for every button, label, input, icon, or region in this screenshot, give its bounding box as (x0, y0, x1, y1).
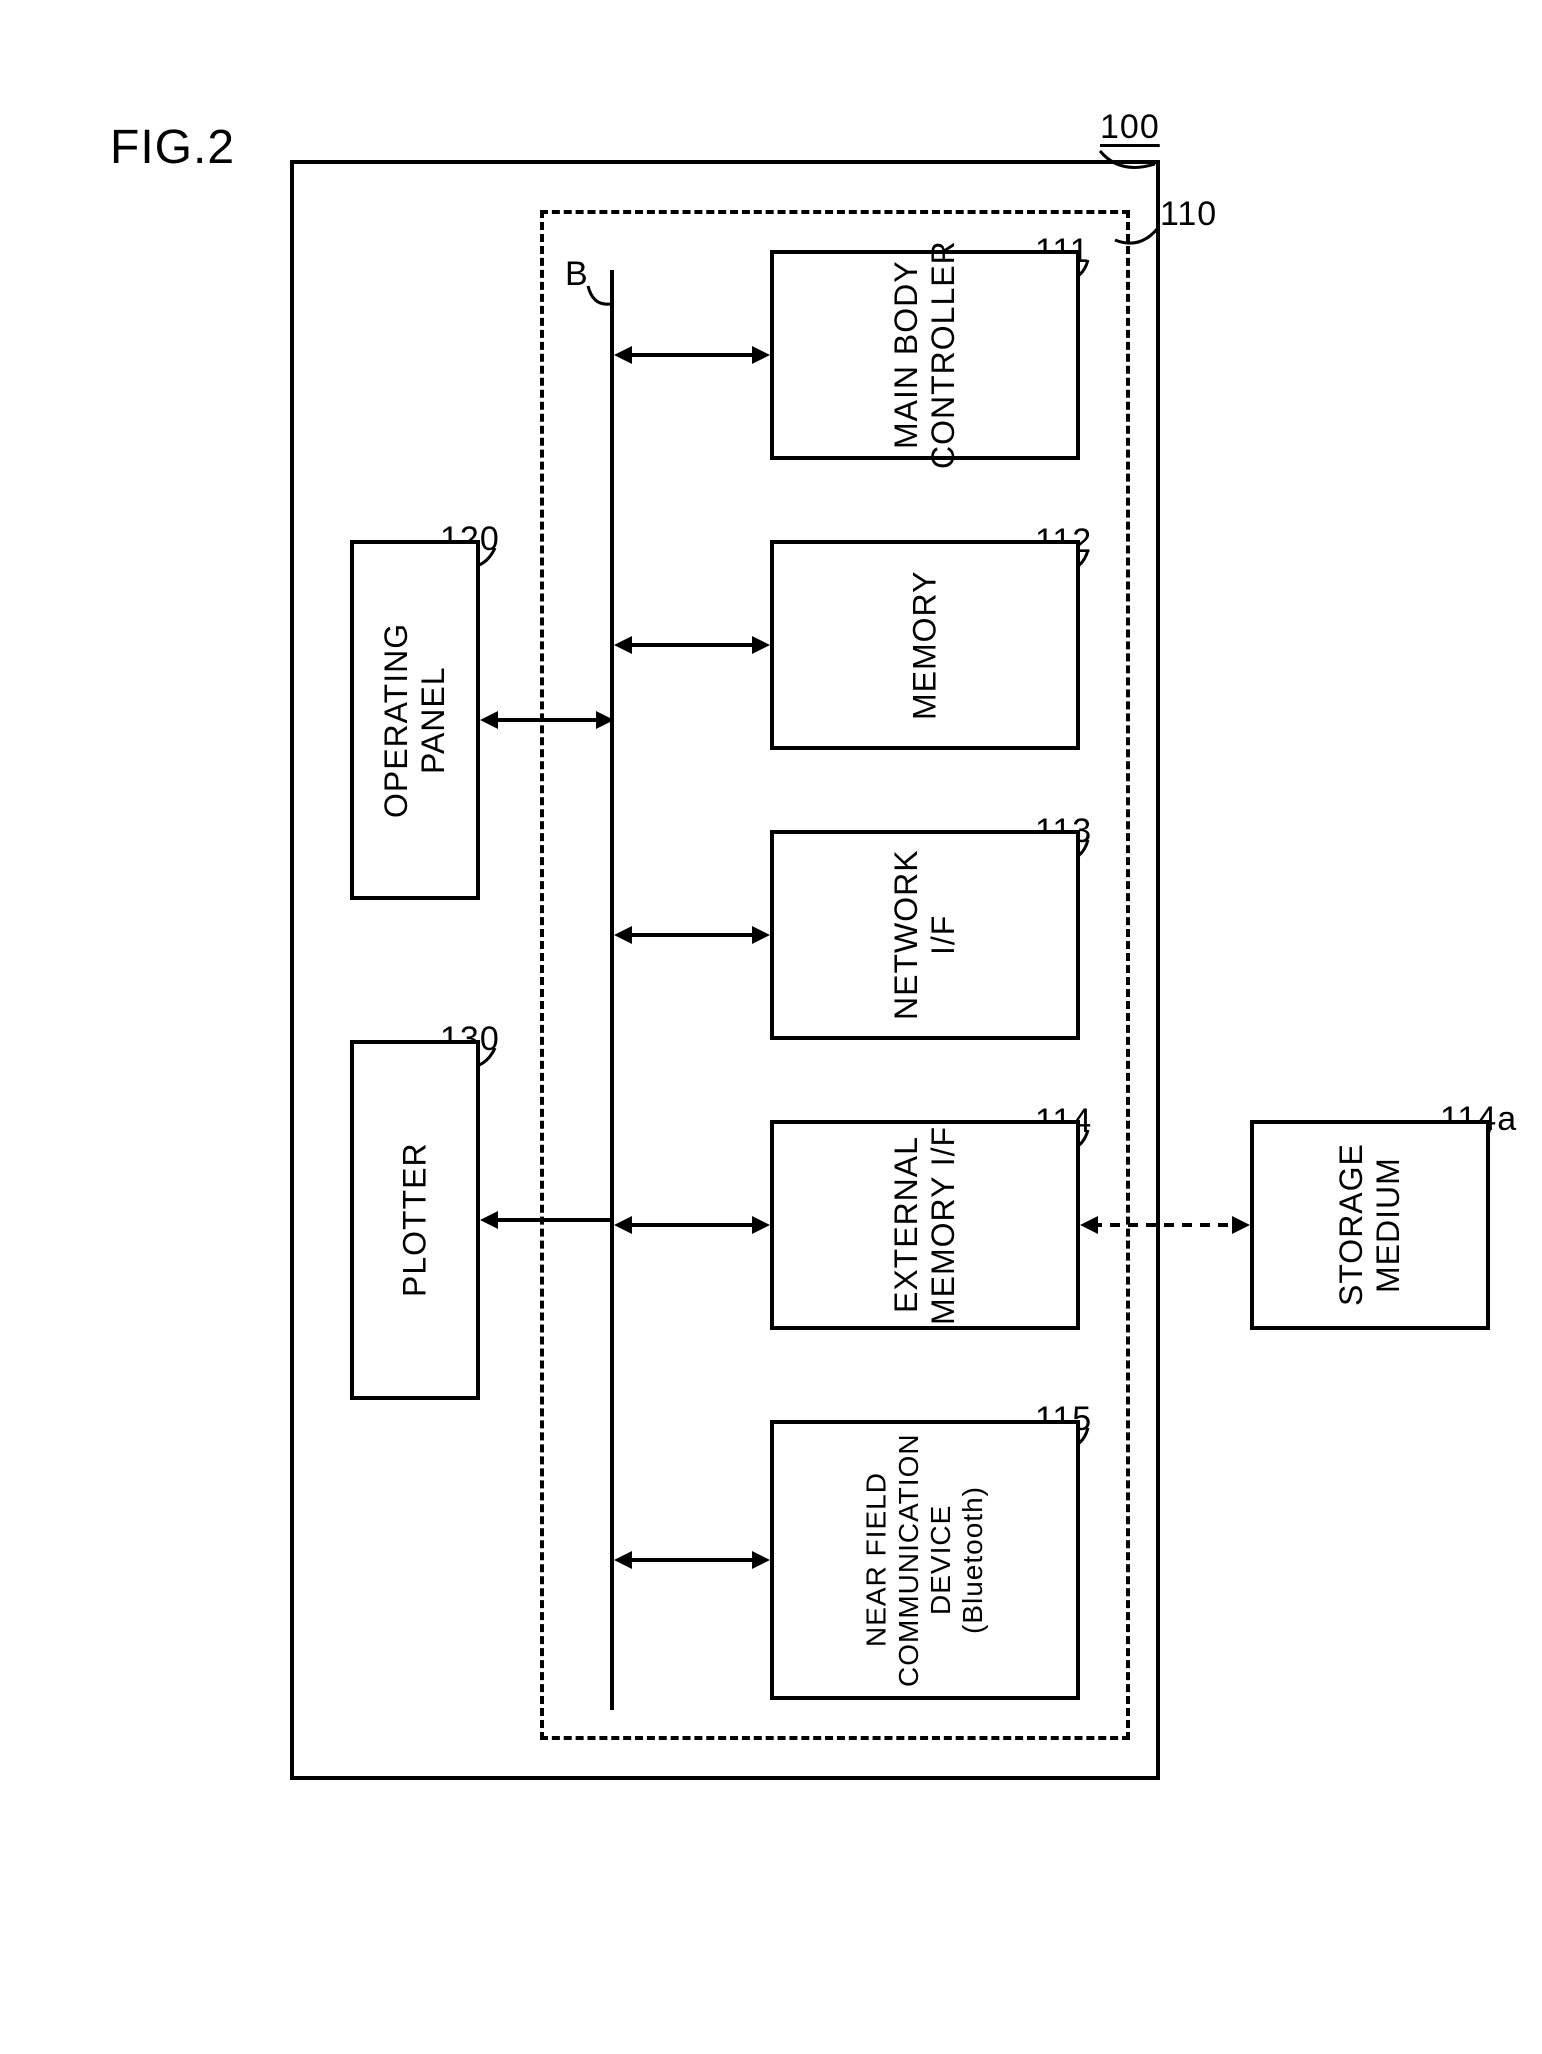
node-plotter: PLOTTER (350, 1040, 480, 1400)
arrow-114-114a (1080, 1210, 1250, 1240)
leader-bus (578, 286, 618, 316)
figure-title: FIG.2 (110, 120, 235, 175)
arrow-bus-114 (614, 1210, 770, 1240)
arrow-bus-115 (614, 1545, 770, 1575)
arrow-bus-120 (480, 705, 614, 735)
node-label: STORAGE MEDIUM (1333, 1144, 1407, 1307)
node-memory: MEMORY (770, 540, 1080, 750)
bus-line (610, 270, 614, 1710)
node-main-body-controller: MAIN BODY CONTROLLER (770, 250, 1080, 460)
node-operating-panel: OPERATING PANEL (350, 540, 480, 900)
node-label: PLOTTER (397, 1143, 434, 1298)
arrow-bus-130 (480, 1205, 614, 1235)
node-nfc-device: NEAR FIELD COMMUNICATION DEVICE (Bluetoo… (770, 1420, 1080, 1700)
node-label: NETWORK I/F (888, 834, 962, 1036)
node-label: OPERATING PANEL (378, 622, 452, 817)
node-external-memory-if: EXTERNAL MEMORY I/F (770, 1120, 1080, 1330)
arrow-bus-113 (614, 920, 770, 950)
node-network-if: NETWORK I/F (770, 830, 1080, 1040)
node-label: MEMORY (907, 570, 944, 719)
arrow-bus-111 (614, 340, 770, 370)
node-label: MAIN BODY CONTROLLER (888, 241, 962, 470)
arrow-bus-112 (614, 630, 770, 660)
node-label: NEAR FIELD COMMUNICATION DEVICE (Bluetoo… (861, 1433, 990, 1687)
node-label: EXTERNAL MEMORY I/F (888, 1125, 962, 1324)
diagram-canvas: FIG.2 100 110 B 111 MAIN BODY CONTROLLER… (0, 0, 1542, 2054)
node-storage-medium: STORAGE MEDIUM (1250, 1120, 1490, 1330)
